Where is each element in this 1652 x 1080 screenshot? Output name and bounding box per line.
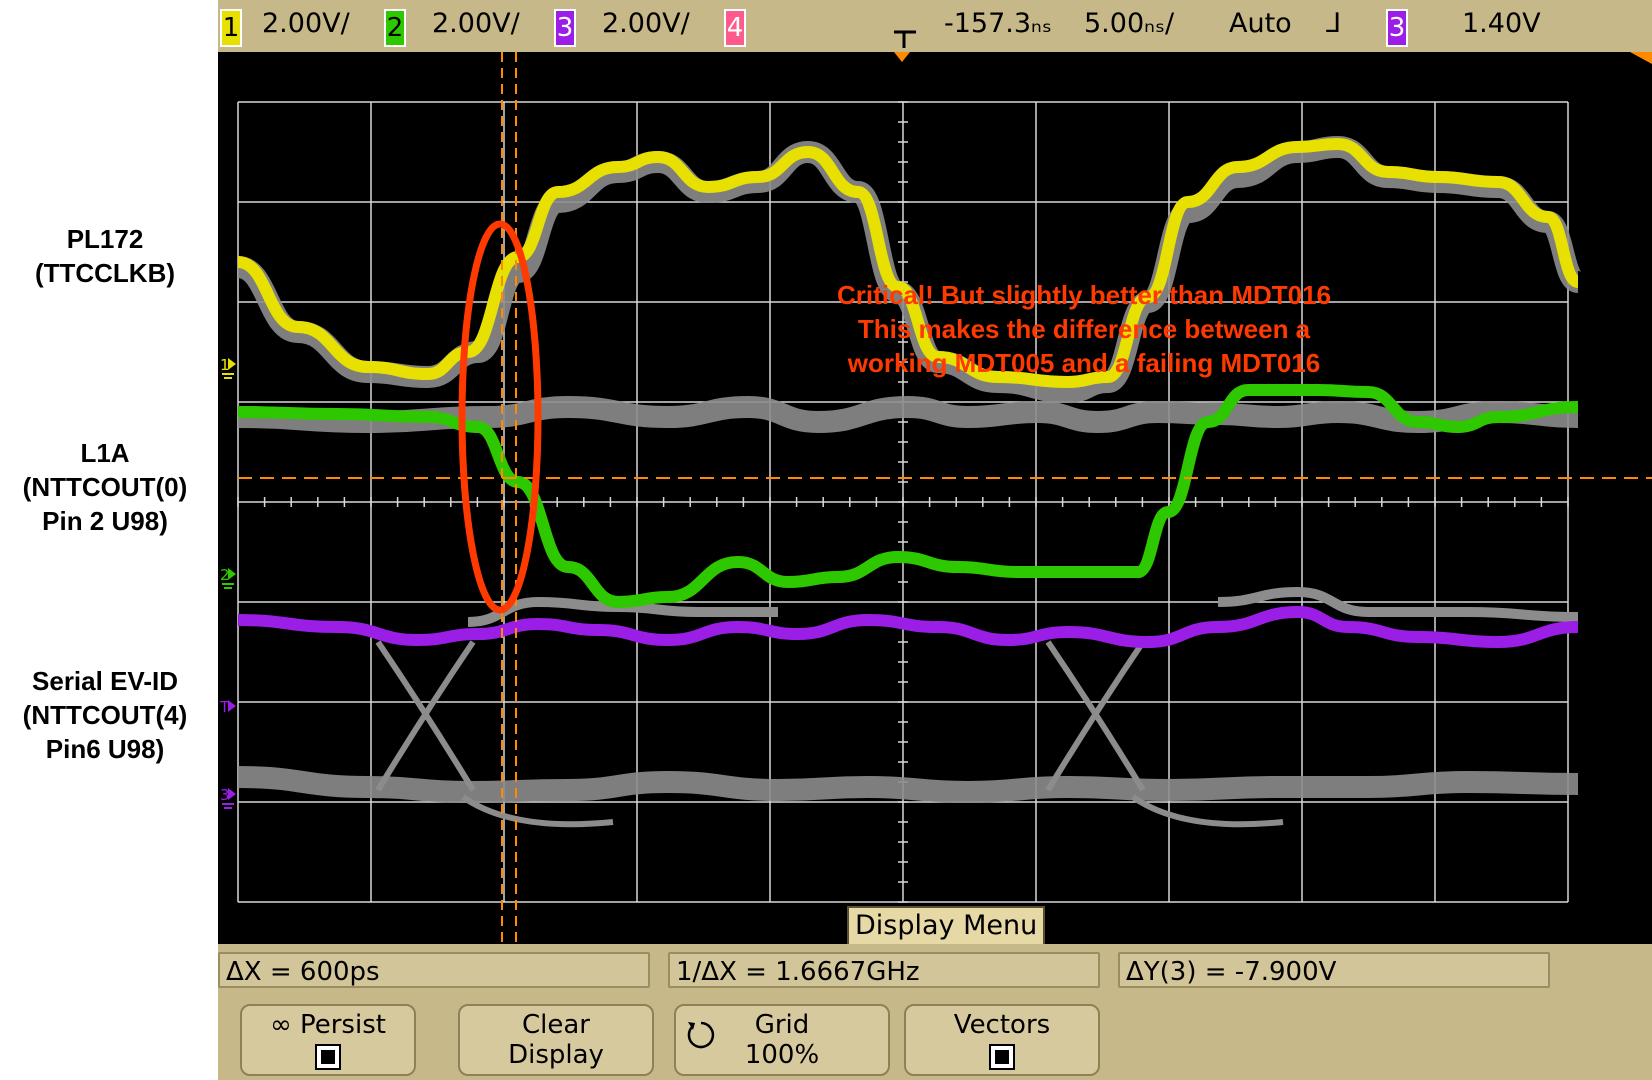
label-l1a-line2: (NTTCOUT(0) bbox=[0, 470, 210, 504]
trigger-source[interactable]: 3 bbox=[1386, 9, 1408, 47]
ch3-ground-marker: 3 bbox=[220, 786, 236, 808]
vectors-button[interactable]: Vectors bbox=[904, 1004, 1100, 1076]
reference-eye-tail bbox=[1133, 797, 1283, 824]
annotation-text: Critical! But slightly better than MDT01… bbox=[784, 278, 1384, 380]
annotation-line1: Critical! But slightly better than MDT01… bbox=[784, 278, 1384, 312]
label-serial-line2: (NTTCOUT(4) bbox=[0, 698, 210, 732]
label-serial-line3: Pin6 U98) bbox=[0, 732, 210, 766]
persist-label: ∞ Persist bbox=[242, 1010, 414, 1040]
trigger-mode[interactable]: Auto bbox=[1229, 8, 1292, 39]
vectors-label: Vectors bbox=[906, 1010, 1098, 1040]
label-serial-evid: Serial EV-ID (NTTCOUT(4) Pin6 U98) bbox=[0, 664, 210, 766]
horizontal-delay[interactable]: -157.3ₙₛ bbox=[944, 8, 1052, 39]
annotation-line2: This makes the difference between a bbox=[784, 312, 1384, 346]
bottom-panel: ΔX = 600ps 1/ΔX = 1.6667GHz ΔY(3) = -7.9… bbox=[218, 944, 1652, 1080]
top-status-bar: 1 2.00V/ 2 2.00V/ 3 2.00V/ 4 -157.3ₙₛ 5.… bbox=[218, 0, 1652, 52]
clear-label-2: Display bbox=[460, 1040, 652, 1070]
label-l1a-line1: L1A bbox=[0, 436, 210, 470]
label-serial-line1: Serial EV-ID bbox=[0, 664, 210, 698]
rotate-knob-icon bbox=[684, 1018, 718, 1052]
ch2-ground-marker: 2 bbox=[220, 566, 236, 588]
timebase[interactable]: 5.00ₙₛ/ bbox=[1084, 8, 1174, 39]
annotation-line3: working MDT005 and a failing MDT016 bbox=[784, 346, 1384, 380]
persist-checkbox[interactable] bbox=[315, 1044, 341, 1070]
trigger-position-icon bbox=[892, 26, 920, 50]
ch4-indicator[interactable]: 4 bbox=[724, 9, 746, 47]
label-pl172-line1: PL172 bbox=[0, 222, 210, 256]
label-pl172-line2: (TTCCLKB) bbox=[0, 256, 210, 290]
label-pl172: PL172 (TTCCLKB) bbox=[0, 222, 210, 290]
label-l1a: L1A (NTTCOUT(0) Pin 2 U98) bbox=[0, 436, 210, 538]
ch2-indicator[interactable]: 2 bbox=[384, 9, 406, 47]
ch1-ground-marker: 1 bbox=[220, 356, 236, 378]
delta-x-readout: ΔX = 600ps bbox=[218, 952, 650, 988]
delta-y-readout: ΔY(3) = -7.900V bbox=[1118, 952, 1550, 988]
ch2-scale[interactable]: 2.00V/ bbox=[432, 8, 520, 39]
label-l1a-line3: Pin 2 U98) bbox=[0, 504, 210, 538]
ch1-scale[interactable]: 2.00V/ bbox=[262, 8, 350, 39]
inverse-delta-x-readout: 1/ΔX = 1.6667GHz bbox=[668, 952, 1100, 988]
trigger-slope-icon: ⅃ bbox=[1326, 8, 1341, 39]
clear-display-button[interactable]: Clear Display bbox=[458, 1004, 654, 1076]
trigger-level-marker: T bbox=[219, 698, 236, 716]
reference-trace-3 bbox=[238, 777, 1578, 792]
trigger-level[interactable]: 1.40V bbox=[1462, 8, 1541, 39]
grid-button[interactable]: Grid 100% bbox=[674, 1004, 890, 1076]
ch3-indicator[interactable]: 3 bbox=[554, 9, 576, 47]
ch1-indicator[interactable]: 1 bbox=[220, 9, 242, 47]
persist-button[interactable]: ∞ Persist bbox=[240, 1004, 416, 1076]
display-menu-title: Display Menu bbox=[847, 906, 1045, 946]
trigger-delay-marker bbox=[894, 52, 910, 62]
clear-label-1: Clear bbox=[460, 1010, 652, 1040]
right-edge-marker bbox=[1630, 52, 1652, 64]
oscilloscope-screen: 1 2.00V/ 2 2.00V/ 3 2.00V/ 4 -157.3ₙₛ 5.… bbox=[218, 0, 1652, 1080]
waveform-display: 1 2 T 3 bbox=[218, 52, 1652, 944]
vectors-checkbox[interactable] bbox=[989, 1044, 1015, 1070]
ch3-scale[interactable]: 2.00V/ bbox=[602, 8, 690, 39]
